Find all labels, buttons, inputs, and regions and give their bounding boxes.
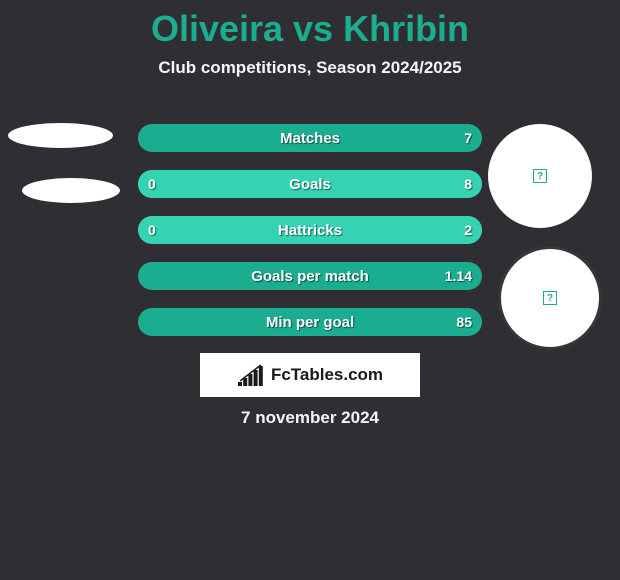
stat-bar-hattricks: Hattricks0 2 <box>138 216 482 244</box>
bar-label: Goals per match <box>138 262 482 290</box>
comparison-stage: Matches7Goals08Hattricks02Goals per matc… <box>0 110 620 370</box>
page-title: Oliveira vs Khribin <box>0 0 620 50</box>
stat-bar-matches: Matches7 <box>138 124 482 152</box>
portrait-ellipse-0 <box>8 123 113 148</box>
bar-value-left: 0 <box>148 216 156 244</box>
bar-value-right: 8 <box>464 170 472 198</box>
stat-bar-goals-per-match: Goals per match1.14 <box>138 262 482 290</box>
broken-image-icon: ? <box>543 291 557 305</box>
portrait-ellipse-3: ? <box>498 246 602 350</box>
bar-value-right: 7 <box>464 124 472 152</box>
date-label: 7 november 2024 <box>0 408 620 428</box>
bar-label: Min per goal <box>138 308 482 336</box>
portrait-ellipse-2: ? <box>488 124 592 228</box>
stat-bar-goals: Goals0 8 <box>138 170 482 198</box>
bar-value-right: 2 <box>464 216 472 244</box>
bar-value-left: 0 <box>148 170 156 198</box>
bar-label: Matches <box>138 124 482 152</box>
stat-bar-min-per-goal: Min per goal85 <box>138 308 482 336</box>
badge-text: FcTables.com <box>271 365 383 385</box>
portrait-ellipse-1 <box>22 178 120 203</box>
bar-label: Goals <box>138 170 482 198</box>
bar-value-right: 1.14 <box>445 262 472 290</box>
bar-label: Hattricks <box>138 216 482 244</box>
source-badge: FcTables.com <box>200 353 420 397</box>
broken-image-icon: ? <box>533 169 547 183</box>
page-subtitle: Club competitions, Season 2024/2025 <box>0 58 620 78</box>
chart-icon <box>237 364 265 386</box>
bar-value-right: 85 <box>456 308 472 336</box>
stat-bars: Matches7Goals08Hattricks02Goals per matc… <box>138 124 482 354</box>
